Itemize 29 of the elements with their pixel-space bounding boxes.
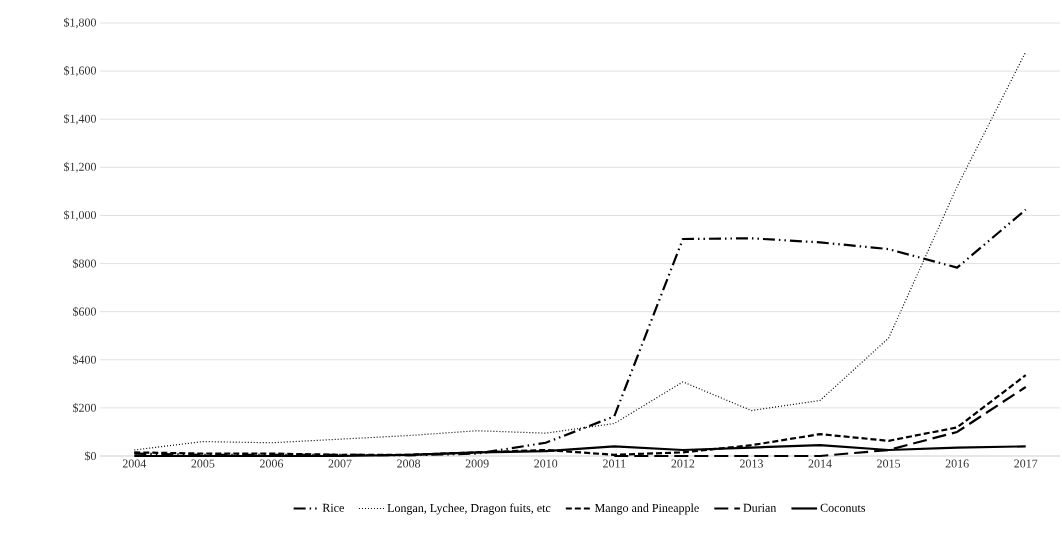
x-tick-label: 2010 (534, 459, 558, 468)
x-tick-label: 2014 (808, 459, 832, 468)
x-tick-label: 2012 (671, 459, 695, 468)
y-tick-label: $1,800 (63, 17, 96, 29)
y-tick-label: $1,400 (63, 113, 96, 125)
legend-label: Rice (322, 503, 344, 512)
y-tick-label: $600 (72, 306, 96, 317)
y-tick-label: $400 (72, 354, 96, 365)
x-tick-label: 2009 (465, 459, 489, 468)
x-tick-label: 2016 (945, 459, 969, 468)
x-tick-label: 2015 (877, 459, 901, 468)
x-tick-label: 2011 (603, 459, 626, 468)
y-tick-label: $1,000 (63, 210, 96, 221)
y-tick-label: $800 (72, 258, 96, 269)
legend-label: Longan, Lychee, Dragon fuits, etc (387, 503, 551, 515)
x-tick-label: 2008 (397, 459, 421, 468)
legend-label: Coconuts (820, 503, 866, 512)
x-tick-label: 2013 (739, 459, 763, 468)
y-tick-label: $0 (84, 451, 96, 461)
y-tick-label: $200 (72, 403, 96, 413)
y-tick-label: $1,200 (63, 162, 96, 173)
legend-label: Durian (743, 503, 777, 512)
x-tick-label: 2017 (1014, 459, 1038, 468)
x-tick-label: 2005 (191, 459, 215, 468)
y-tick-label: $1,600 (63, 65, 96, 77)
x-tick-label: 2004 (122, 459, 147, 468)
legend-label: Mango and Pineapple (594, 503, 699, 515)
x-tick-label: 2007 (328, 459, 352, 468)
x-tick-label: 2006 (259, 459, 284, 468)
